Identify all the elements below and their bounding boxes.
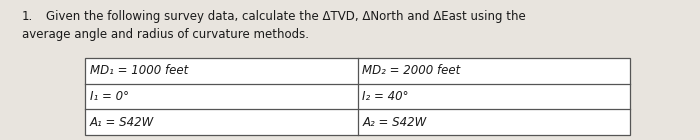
Text: A₁ = S42W: A₁ = S42W (90, 116, 154, 129)
Bar (85, 58, 630, 135)
Text: MD₂ = 2000 feet: MD₂ = 2000 feet (363, 64, 461, 77)
Text: I₁ = 0°: I₁ = 0° (90, 90, 129, 103)
Text: I₂ = 40°: I₂ = 40° (363, 90, 409, 103)
Text: MD₁ = 1000 feet: MD₁ = 1000 feet (90, 64, 188, 77)
Text: A₂ = S42W: A₂ = S42W (363, 116, 427, 129)
Text: Given the following survey data, calculate the ΔTVD, ΔNorth and ΔEast using the: Given the following survey data, calcula… (46, 10, 526, 23)
Text: average angle and radius of curvature methods.: average angle and radius of curvature me… (22, 28, 309, 41)
Text: 1.: 1. (22, 10, 34, 23)
